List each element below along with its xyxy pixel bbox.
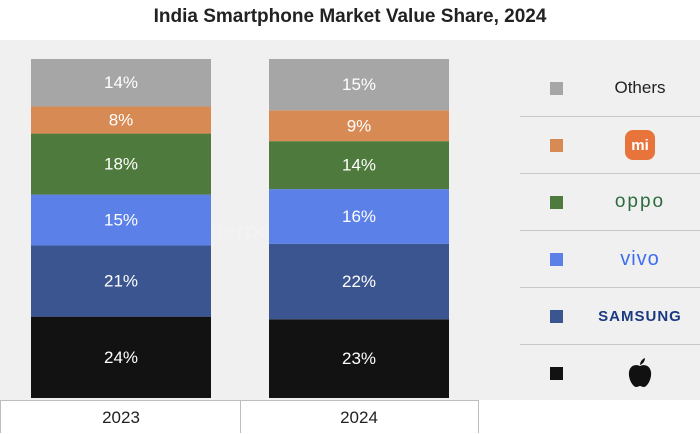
data-label-vivo-2024: 16% — [342, 207, 376, 226]
oppo-logo-icon: oppo — [614, 191, 666, 212]
data-label-others-2023: 14% — [104, 73, 138, 92]
vivo-logo-icon: vivo — [620, 247, 660, 270]
x-tick-2023: 2023 — [102, 408, 140, 427]
bar-segment-oppo-2023 — [31, 133, 211, 195]
legend-swatch — [550, 139, 563, 152]
data-label-xiaomi-2024: 9% — [347, 116, 372, 135]
x-axis — [0, 400, 478, 434]
bar-segment-others-2023 — [31, 59, 211, 107]
legend-item-others: Others — [520, 60, 700, 117]
legend-item-apple — [520, 345, 700, 401]
axis-divider — [240, 400, 241, 433]
x-tick-2024: 2024 — [340, 408, 378, 427]
data-label-xiaomi-2023: 8% — [109, 111, 134, 130]
legend-swatch — [550, 196, 563, 209]
legend-item-vivo: vivo — [520, 231, 700, 288]
legend-label-others: Others — [614, 78, 666, 97]
axis-divider — [0, 400, 1, 433]
legend-item-samsung: SAMSUNG — [520, 288, 700, 345]
legend-swatch — [550, 253, 563, 266]
bar-segment-oppo-2024 — [269, 141, 449, 190]
legend-swatch — [550, 310, 563, 323]
samsung-logo-icon: SAMSUNG — [598, 307, 682, 325]
legend-swatch — [550, 367, 563, 380]
legend-swatch — [550, 82, 563, 95]
legend-item-oppo: oppo — [520, 174, 700, 231]
data-label-samsung-2024: 22% — [342, 272, 376, 291]
data-label-oppo-2023: 18% — [104, 155, 138, 174]
data-label-apple-2024: 23% — [342, 349, 376, 368]
bar-segment-apple-2023 — [31, 316, 211, 398]
data-label-oppo-2024: 14% — [342, 156, 376, 175]
legend-item-xiaomi: mi — [520, 117, 700, 174]
bar-segment-samsung-2023 — [31, 245, 211, 317]
data-label-others-2024: 15% — [342, 75, 376, 94]
axis-divider — [478, 400, 479, 433]
data-label-samsung-2023: 21% — [104, 272, 138, 291]
bar-segment-vivo-2024 — [269, 189, 449, 244]
data-label-vivo-2023: 15% — [104, 211, 138, 230]
bar-segment-xiaomi-2023 — [31, 106, 211, 134]
data-label-apple-2023: 24% — [104, 348, 138, 367]
chart-title: India Smartphone Market Value Share, 202… — [153, 6, 547, 27]
apple-logo-icon — [628, 358, 652, 387]
bar-segment-vivo-2023 — [31, 194, 211, 246]
xiaomi-logo-icon: mi — [625, 130, 655, 160]
bar-segment-samsung-2024 — [269, 243, 449, 320]
bar-segment-apple-2024 — [269, 319, 449, 398]
bar-segment-others-2024 — [269, 59, 449, 111]
bar-segment-xiaomi-2024 — [269, 110, 449, 142]
